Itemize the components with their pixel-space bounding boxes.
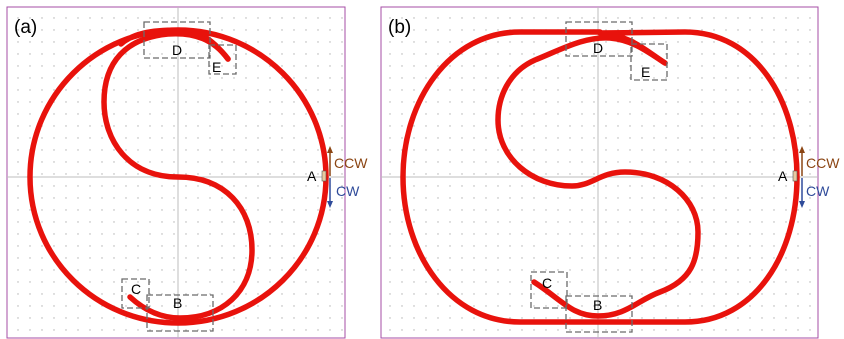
panel-a-box-c bbox=[121, 278, 150, 309]
panel-b-label: (b) bbox=[388, 17, 411, 38]
panel-b-frame bbox=[380, 6, 819, 339]
panel-a-box-b bbox=[146, 294, 214, 332]
panel-a-box-d-label: D bbox=[172, 42, 182, 58]
panel-a-frame bbox=[6, 6, 346, 339]
panel-b-point-a-label: A bbox=[778, 168, 788, 184]
panel-b-ccw-label: CCW bbox=[806, 155, 840, 171]
panel-a-ccw-arrowhead bbox=[327, 146, 333, 153]
panel-a-s-track bbox=[101, 30, 255, 321]
panel-a-outer-track bbox=[27, 27, 329, 326]
panel-b-cw-arrowhead bbox=[799, 201, 805, 208]
panel-b-cw-label: CW bbox=[806, 183, 830, 199]
panel-b-box-e-label: E bbox=[641, 64, 650, 80]
panel-b-box-d-label: D bbox=[593, 40, 603, 56]
panel-a-box-c-label: C bbox=[131, 281, 141, 297]
panel-b-s-track bbox=[495, 35, 701, 319]
panel-a-label: (a) bbox=[14, 17, 37, 38]
panel-b-box-b-label: B bbox=[593, 297, 602, 313]
panel-a-box-b-label: B bbox=[173, 295, 182, 311]
panel-a-box-d bbox=[143, 21, 211, 59]
panel-b-box-c-label: C bbox=[542, 275, 552, 291]
panel-a-box-e bbox=[208, 44, 237, 75]
panel-a-point-a-label: A bbox=[307, 168, 317, 184]
panel-a-ccw-label: CCW bbox=[334, 155, 368, 171]
panel-a: (a) D E C B A CCW CW bbox=[6, 6, 368, 339]
panel-a-point-a-marker bbox=[321, 170, 327, 182]
panel-b-box-b bbox=[565, 295, 633, 333]
panel-b-ccw-arrowhead bbox=[799, 146, 805, 153]
panel-b: (b) D E C B A CCW CW bbox=[380, 6, 840, 339]
panel-b-outer-track bbox=[400, 29, 800, 325]
panel-b-box-e bbox=[630, 43, 668, 81]
panel-b-box-c bbox=[530, 271, 568, 309]
panel-a-box-e-label: E bbox=[212, 59, 221, 75]
panel-b-point-a-marker bbox=[792, 170, 798, 182]
panel-a-cw-label: CW bbox=[336, 183, 360, 199]
panel-b-box-d bbox=[565, 21, 633, 57]
panel-a-cw-arrowhead bbox=[327, 201, 333, 208]
